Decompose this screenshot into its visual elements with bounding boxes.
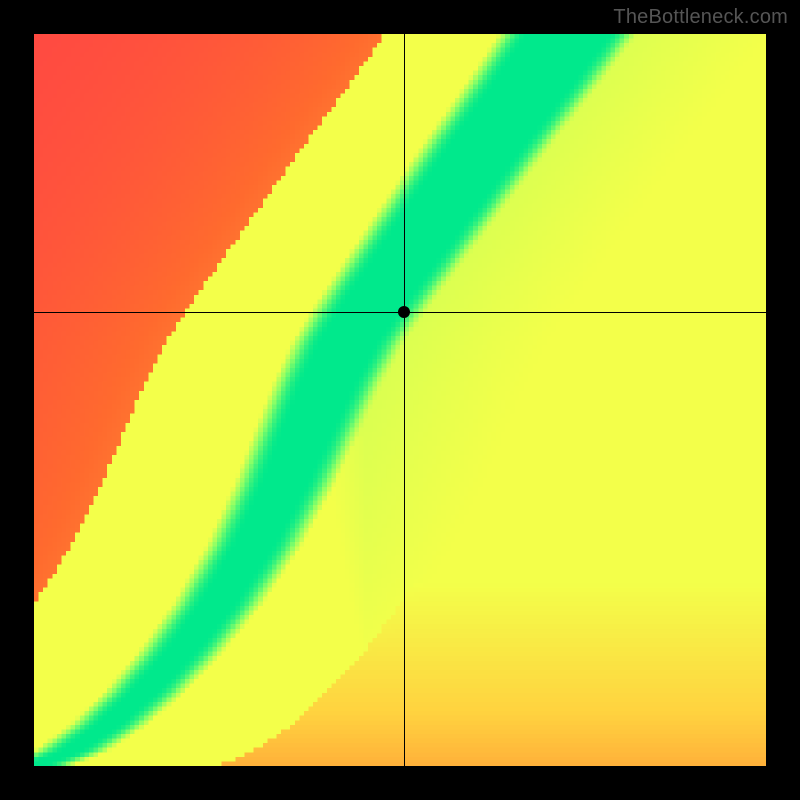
heatmap-canvas: [34, 34, 766, 766]
watermark-text: TheBottleneck.com: [613, 6, 788, 29]
heatmap-plot: [34, 34, 766, 766]
crosshair-marker: [398, 306, 410, 318]
crosshair-vertical: [404, 34, 405, 766]
